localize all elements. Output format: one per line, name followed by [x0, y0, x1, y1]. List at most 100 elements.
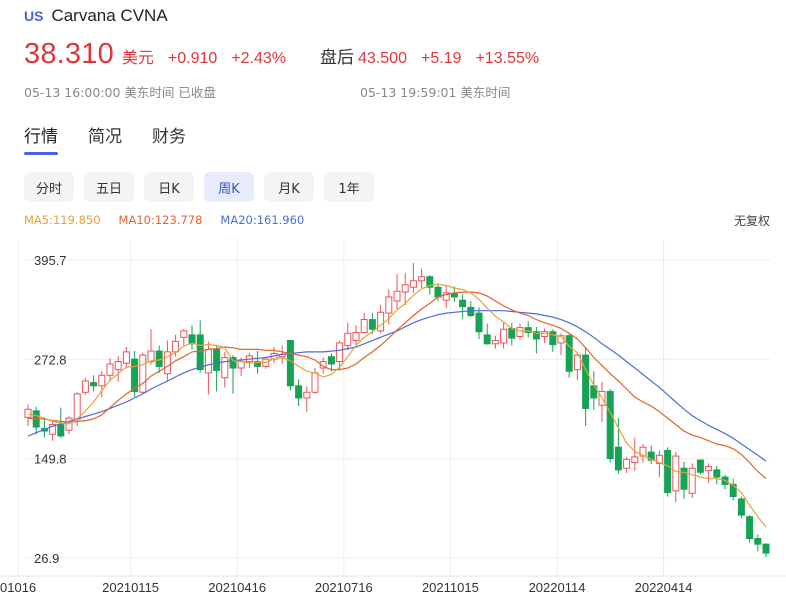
- y-tick-label: 272.8: [34, 352, 67, 367]
- candle-body: [229, 357, 237, 369]
- candle-body: [746, 516, 754, 540]
- main-tabs: 行情 简况 财务: [24, 122, 186, 155]
- candle-body: [418, 276, 426, 282]
- y-tick-label: 149.8: [34, 452, 67, 467]
- candle-body: [639, 446, 647, 457]
- candle-body: [303, 391, 311, 399]
- quote-row: 38.310 美元 +0.910 +2.43% 盘后 43.500 +5.19 …: [24, 38, 539, 71]
- currency-label: 美元: [121, 48, 154, 67]
- candle-body: [450, 293, 458, 298]
- period-intraday-button[interactable]: 分时: [24, 172, 74, 202]
- x-tick-label: 20211015: [422, 580, 479, 595]
- candle-body: [434, 286, 442, 298]
- candle-body: [623, 458, 631, 469]
- candle-body: [491, 340, 499, 345]
- x-tick-label: 20220114: [529, 580, 586, 595]
- after-hours-change: +5.19: [420, 50, 462, 67]
- candle-body: [516, 327, 524, 338]
- candle-body: [147, 350, 155, 363]
- ma20-label: MA20:161.960: [220, 213, 305, 227]
- candle-body: [729, 483, 737, 498]
- candle-body: [532, 331, 540, 340]
- candle-body: [327, 356, 335, 365]
- candle-body: [409, 280, 417, 288]
- candle-body: [696, 459, 704, 473]
- candle-body: [705, 466, 713, 472]
- candle-body: [73, 393, 81, 420]
- candle-body: [524, 327, 532, 333]
- candle-body: [131, 358, 139, 392]
- after-hours-label: 盘后: [320, 48, 355, 68]
- ma-legend: MA5:119.850 MA10:123.778 MA20:161.960: [24, 213, 304, 227]
- price-change-pct: +2.43%: [231, 50, 287, 67]
- ma5-line: [27, 283, 767, 528]
- candle-body: [98, 374, 106, 387]
- candle-body: [57, 424, 65, 437]
- last-price: 38.310: [24, 38, 114, 70]
- candle-body: [385, 296, 393, 314]
- period-5day-button[interactable]: 五日: [84, 172, 134, 202]
- candle-body: [172, 340, 180, 353]
- candle-body: [393, 290, 401, 302]
- ma5-label: MA5:119.850: [24, 213, 101, 227]
- candle-body: [114, 361, 122, 371]
- candle-body: [81, 380, 89, 393]
- candle-body: [573, 354, 581, 371]
- close-time: 05-13 16:00:00 美东时间 已收盘: [24, 85, 216, 100]
- candle-body: [49, 424, 57, 435]
- candle-body: [295, 385, 303, 399]
- candle-body: [631, 456, 639, 464]
- after-hours-price: 43.500: [358, 50, 407, 67]
- candle-body: [713, 469, 721, 478]
- candle-body: [614, 446, 622, 471]
- candle-body: [24, 408, 32, 418]
- x-tick-label: 01016: [0, 580, 36, 595]
- ma10-label: MA10:123.778: [118, 213, 203, 227]
- period-weekly-button[interactable]: 周K: [204, 172, 254, 202]
- candle-body: [204, 348, 212, 374]
- period-1year-button[interactable]: 1年: [324, 172, 374, 202]
- candle-body: [352, 331, 360, 342]
- period-daily-button[interactable]: 日K: [144, 172, 194, 202]
- candle-body: [606, 390, 614, 460]
- candle-body: [754, 538, 762, 545]
- candle-body: [582, 354, 590, 409]
- period-selector: 分时 五日 日K 周K 月K 1年: [24, 172, 374, 202]
- period-monthly-button[interactable]: 月K: [264, 172, 314, 202]
- candle-body: [180, 330, 188, 338]
- candle-body: [377, 311, 385, 332]
- candle-body: [311, 372, 319, 393]
- x-tick-label: 20220414: [635, 580, 693, 595]
- candle-body: [688, 467, 696, 494]
- candle-body: [213, 348, 221, 371]
- candlestick-chart[interactable]: 395.7 272.8 149.8 26.9 01016 20210115 20210416…: [0, 240, 786, 608]
- candle-body: [336, 342, 344, 363]
- candle-body: [483, 334, 491, 345]
- x-tick-label: 20210716: [315, 580, 373, 595]
- after-hours-change-pct: +13.55%: [475, 50, 540, 67]
- candle-body: [90, 382, 98, 387]
- x-tick-label: 20210416: [208, 580, 266, 595]
- tab-profile[interactable]: 简况: [88, 127, 122, 147]
- candle-body: [459, 299, 467, 308]
- candle-body: [139, 354, 147, 393]
- candle-body: [737, 498, 745, 516]
- tab-financials[interactable]: 财务: [152, 127, 186, 147]
- y-tick-label: 395.7: [34, 253, 67, 268]
- after-hours-time: 05-13 19:59:01 美东时间: [360, 85, 511, 100]
- y-tick-label: 26.9: [34, 551, 59, 566]
- stock-name: Carvana CVNA: [51, 6, 168, 25]
- candle-body: [188, 334, 196, 345]
- ma10-line: [27, 291, 767, 480]
- candle-body: [664, 449, 672, 493]
- candle-body: [508, 327, 516, 339]
- candle-body: [565, 335, 573, 372]
- x-tick-label: 20210115: [102, 580, 159, 595]
- candle-body: [500, 328, 508, 344]
- candle-body: [360, 319, 368, 333]
- adjustment-toggle[interactable]: 无复权: [733, 214, 770, 228]
- tab-quotes[interactable]: 行情: [24, 122, 58, 155]
- candle-body: [401, 284, 409, 293]
- candle-body: [122, 351, 130, 364]
- candle-body: [254, 361, 262, 367]
